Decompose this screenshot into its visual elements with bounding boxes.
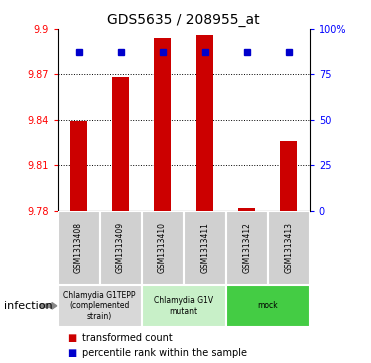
FancyBboxPatch shape (226, 285, 310, 327)
FancyBboxPatch shape (226, 211, 268, 285)
Text: transformed count: transformed count (82, 333, 173, 343)
Text: infection: infection (4, 301, 52, 311)
Text: GSM1313411: GSM1313411 (200, 222, 209, 273)
Bar (154, 38, 171, 211)
Bar (280, 141, 297, 211)
Text: ■: ■ (67, 333, 76, 343)
Text: GSM1313413: GSM1313413 (284, 222, 293, 273)
FancyBboxPatch shape (268, 211, 310, 285)
Text: Chlamydia G1TEPP
(complemented
strain): Chlamydia G1TEPP (complemented strain) (63, 291, 136, 321)
Text: mock: mock (257, 301, 278, 310)
Text: GSM1313412: GSM1313412 (242, 222, 251, 273)
FancyBboxPatch shape (58, 211, 99, 285)
Text: GSM1313410: GSM1313410 (158, 222, 167, 273)
Bar (70, 121, 87, 211)
FancyBboxPatch shape (184, 211, 226, 285)
FancyBboxPatch shape (99, 211, 142, 285)
FancyBboxPatch shape (142, 211, 184, 285)
Text: Chlamydia G1V
mutant: Chlamydia G1V mutant (154, 296, 213, 315)
Bar (196, 35, 213, 211)
Title: GDS5635 / 208955_at: GDS5635 / 208955_at (107, 13, 260, 26)
FancyBboxPatch shape (142, 285, 226, 327)
FancyBboxPatch shape (58, 285, 142, 327)
Text: GSM1313409: GSM1313409 (116, 222, 125, 273)
Text: GSM1313408: GSM1313408 (74, 222, 83, 273)
Bar (112, 77, 129, 211)
Bar (238, 208, 255, 211)
Text: percentile rank within the sample: percentile rank within the sample (82, 348, 247, 358)
Text: ■: ■ (67, 348, 76, 358)
